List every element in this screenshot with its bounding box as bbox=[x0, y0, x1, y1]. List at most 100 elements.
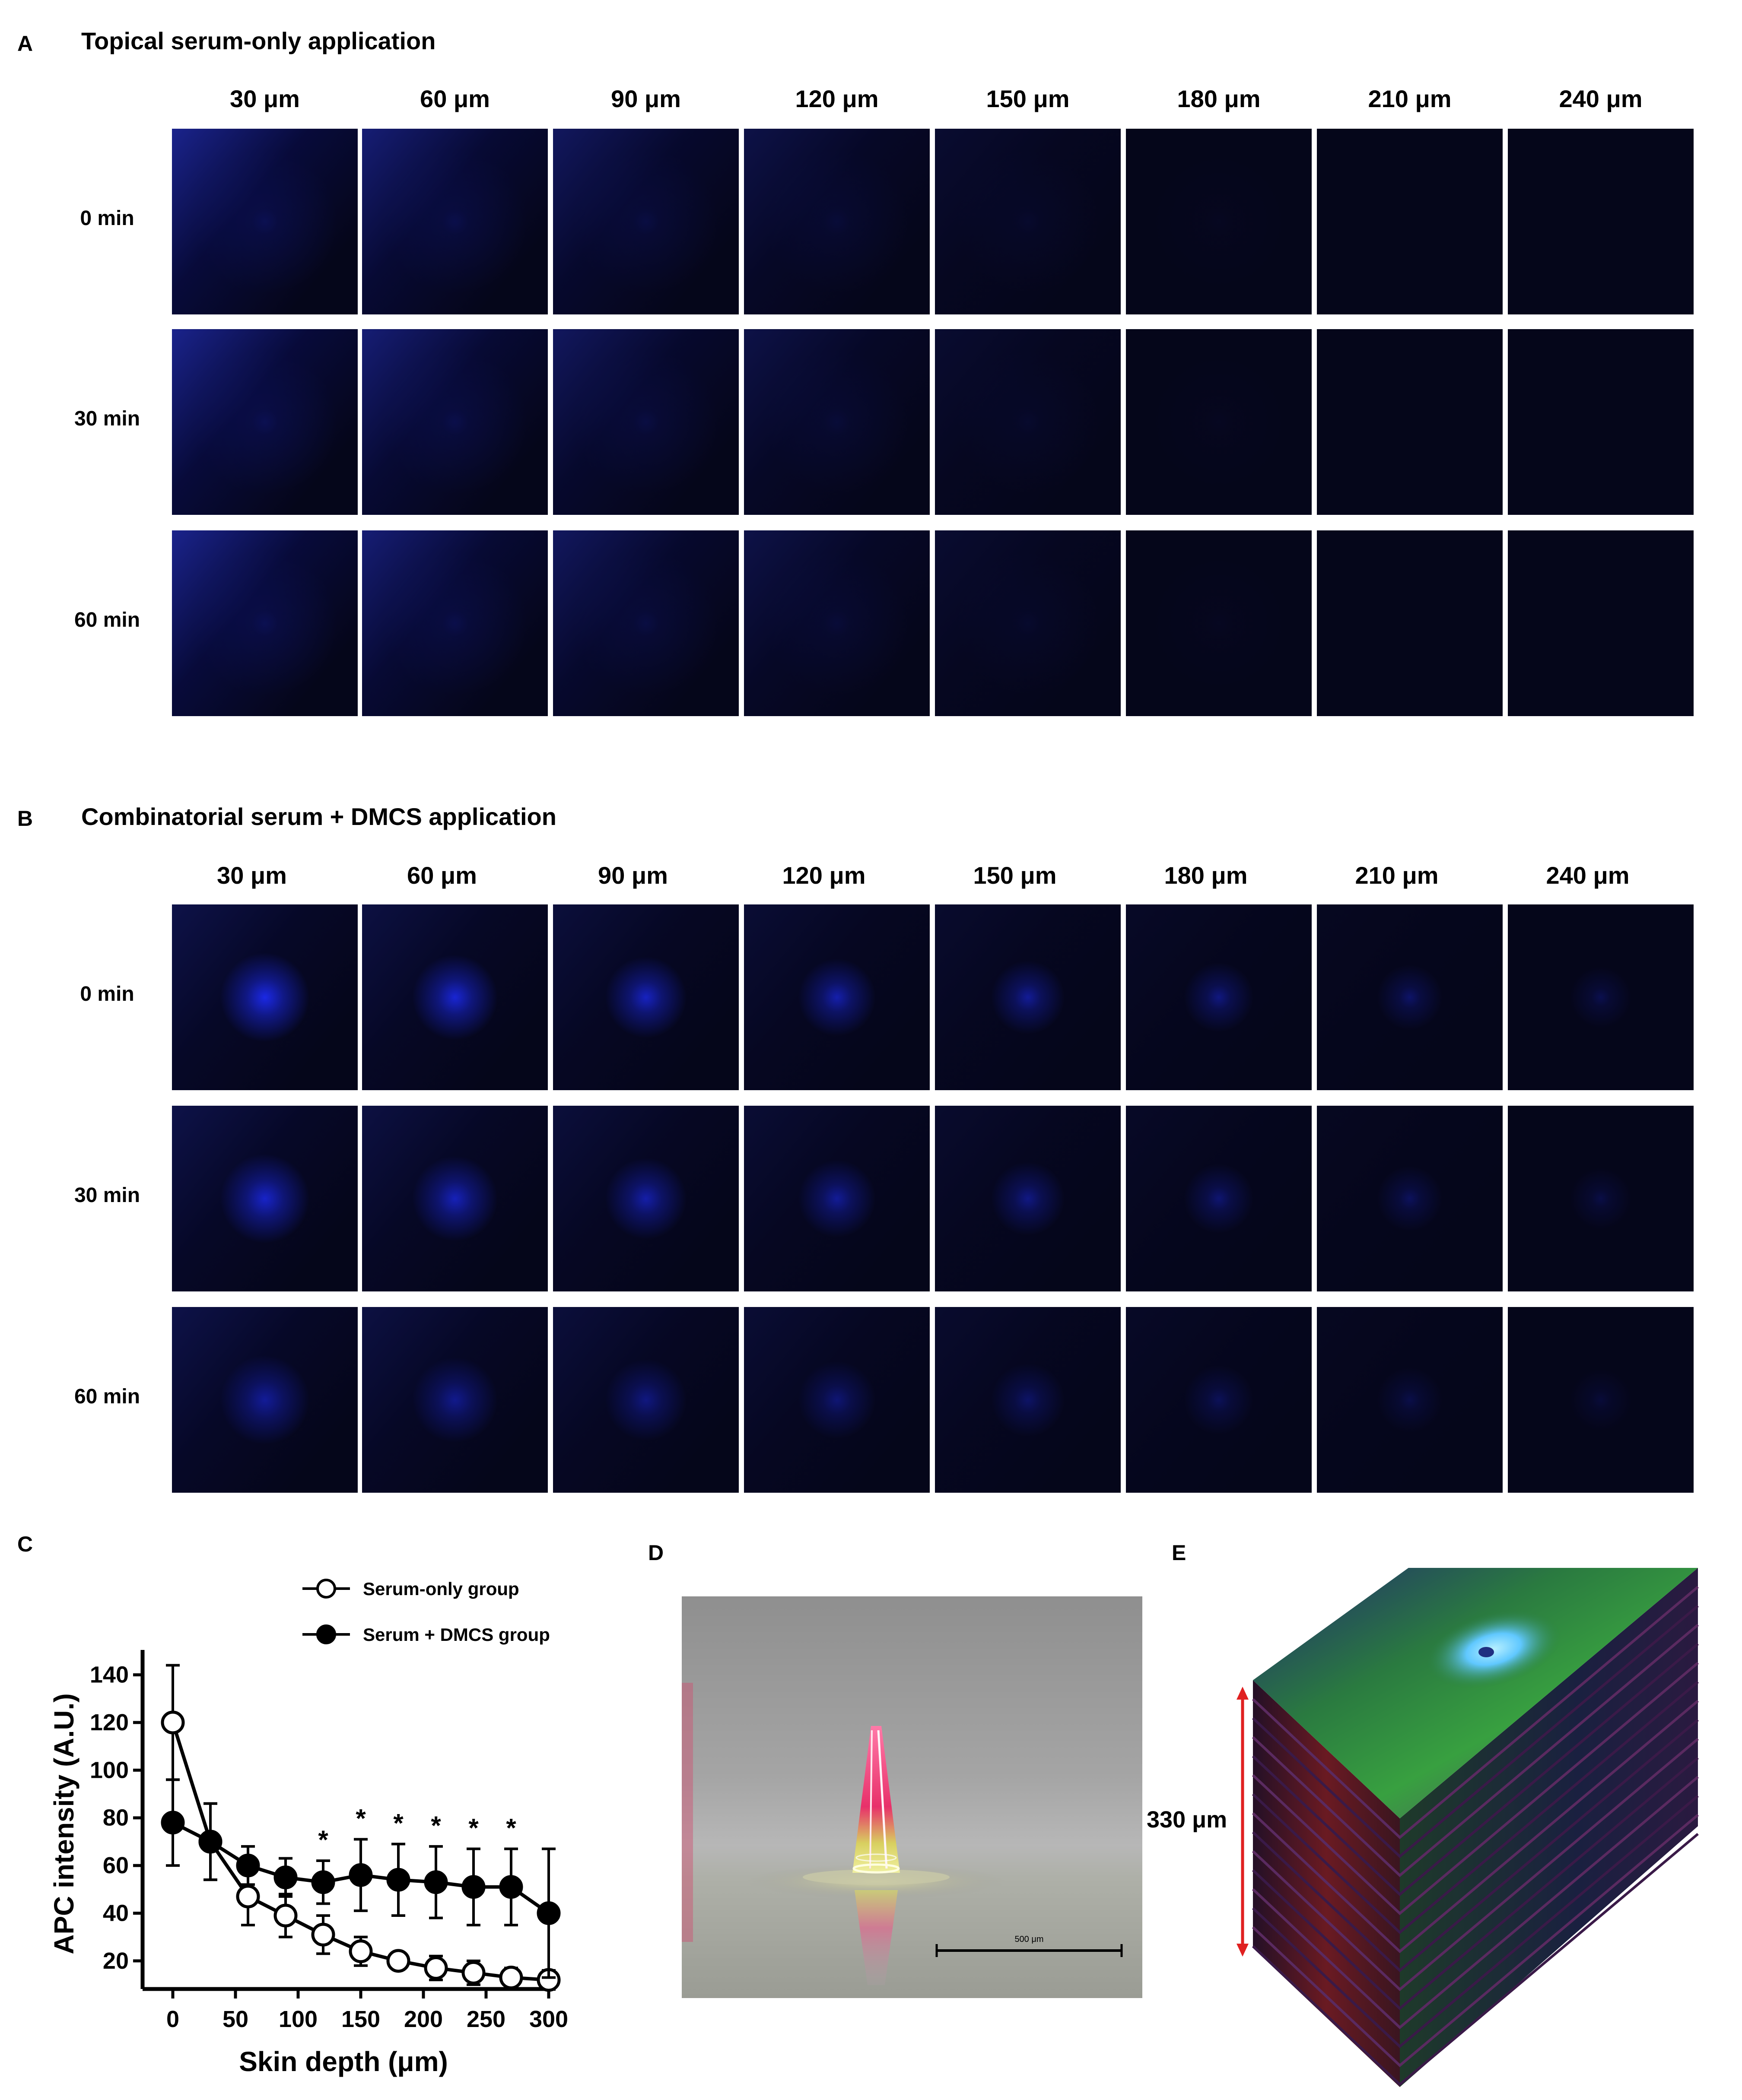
data-point bbox=[499, 1875, 523, 1899]
panel-b-micrograph bbox=[1126, 1106, 1312, 1291]
panel-e-letter: E bbox=[1172, 1541, 1186, 1565]
panel-b-depth-header: 210 μm bbox=[1355, 862, 1439, 889]
stack-layer-edges bbox=[1252, 1586, 1699, 2087]
panel-a-micrograph bbox=[172, 530, 358, 716]
panel-b-micrograph bbox=[744, 904, 930, 1090]
panel-a-micrograph bbox=[362, 530, 548, 716]
panel-b-depth-header: 60 μm bbox=[407, 862, 477, 889]
stack-layer-edge bbox=[1252, 1624, 1699, 1878]
edge-highlight bbox=[682, 1683, 693, 1942]
panel-a-micrograph bbox=[553, 329, 739, 515]
panel-a-micrograph bbox=[362, 329, 548, 515]
data-point bbox=[161, 1811, 185, 1835]
panel-b-micrograph bbox=[1508, 904, 1694, 1090]
microneedle-photo: 500 μm bbox=[682, 1596, 1142, 1998]
panel-a-depth-header: 30 μm bbox=[230, 85, 300, 112]
panel-b-micrograph bbox=[362, 1307, 548, 1493]
panel-a-micrograph bbox=[1317, 129, 1503, 314]
stack-layer-edge bbox=[1252, 1719, 1699, 1973]
data-point bbox=[198, 1830, 223, 1854]
data-point bbox=[386, 1868, 410, 1892]
panel-a-micrograph bbox=[1126, 129, 1312, 314]
stack-layer-edge bbox=[1252, 1662, 1699, 1916]
panel-a-micrograph bbox=[744, 530, 930, 716]
x-tick-label: 150 bbox=[341, 2006, 380, 2032]
panel-b-micrograph bbox=[1317, 904, 1503, 1090]
panel-b-title: Combinatorial serum + DMCS application bbox=[81, 803, 556, 830]
y-tick-label: 60 bbox=[103, 1853, 129, 1878]
stack-top-blue-cell bbox=[1398, 1598, 1592, 1711]
panel-a-time-label: 0 min bbox=[80, 207, 134, 230]
data-point bbox=[311, 1922, 335, 1947]
stack-layer-edge bbox=[1252, 1757, 1699, 2011]
data-point bbox=[349, 1863, 373, 1887]
panel-b-depth-header: 240 μm bbox=[1546, 862, 1630, 889]
panel-a-micrograph bbox=[935, 329, 1121, 515]
panel-b-micrograph bbox=[172, 1307, 358, 1493]
x-tick-label: 50 bbox=[223, 2006, 248, 2032]
stack-layer-edge bbox=[1252, 1605, 1699, 1859]
y-tick-label: 80 bbox=[103, 1805, 129, 1831]
data-point bbox=[424, 1870, 448, 1894]
panel-a-micrograph bbox=[1126, 530, 1312, 716]
panel-a-micrograph bbox=[744, 129, 930, 314]
panel-a-depth-header: 90 μm bbox=[611, 85, 681, 112]
panel-b-depth-header: 90 μm bbox=[598, 862, 668, 889]
panel-c-letter: C bbox=[17, 1532, 33, 1556]
microneedle-drawing: 500 μm bbox=[682, 1683, 1123, 1985]
y-axis-label: APC intensity (A.U.) bbox=[48, 1693, 79, 1954]
panel-a-micrograph bbox=[1508, 530, 1694, 716]
panel-a-micrograph bbox=[172, 329, 358, 515]
y-tick-label: 120 bbox=[90, 1710, 129, 1735]
panel-a-micrograph bbox=[553, 530, 739, 716]
panel-b-time-label: 0 min bbox=[80, 983, 134, 1006]
panel-a-depth-header: 180 μm bbox=[1177, 85, 1261, 112]
panel-a-micrograph bbox=[935, 530, 1121, 716]
stack-layer-edge bbox=[1252, 1776, 1699, 2030]
panel-b-micrograph bbox=[935, 1106, 1121, 1291]
y-tick-label: 20 bbox=[103, 1948, 129, 1974]
panel-a-depth-header: 120 μm bbox=[795, 85, 879, 112]
panel-b-depth-header: 150 μm bbox=[973, 862, 1057, 889]
panel-b-micrograph bbox=[1126, 1307, 1312, 1493]
panel-b-micrograph bbox=[1317, 1307, 1503, 1493]
panel-b-letter: B bbox=[17, 806, 33, 831]
panel-a-micrograph bbox=[1126, 329, 1312, 515]
y-tick-label: 100 bbox=[90, 1757, 129, 1783]
data-point bbox=[424, 1956, 448, 1980]
data-point bbox=[273, 1865, 298, 1890]
significance-star: * bbox=[468, 1813, 479, 1842]
scale-bar-label: 500 μm bbox=[1014, 1935, 1043, 1944]
significance-star: * bbox=[393, 1808, 404, 1837]
panel-b-micrograph bbox=[553, 1307, 739, 1493]
significance-star: * bbox=[506, 1813, 516, 1842]
apc-intensity-chart: 20 40 60 80 100 120 140 0 50 100 150 200 250 300 Skin … bbox=[48, 1579, 568, 2077]
panel-a-title: Topical serum-only application bbox=[81, 27, 436, 54]
x-tick-label: 100 bbox=[279, 2006, 318, 2032]
panel-a-micrograph bbox=[1317, 329, 1503, 515]
x-tick-label: 300 bbox=[529, 2006, 568, 2032]
x-tick-label: 200 bbox=[404, 2006, 443, 2032]
panel-b-micrograph bbox=[172, 904, 358, 1090]
x-tick-label: 250 bbox=[467, 2006, 505, 2032]
panel-a-depth-header: 60 μm bbox=[420, 85, 490, 112]
panel-b-time-label: 60 min bbox=[74, 1385, 140, 1408]
data-point bbox=[311, 1870, 335, 1894]
panel-b-depth-header: 120 μm bbox=[782, 862, 866, 889]
panel-b-micrograph bbox=[1508, 1307, 1694, 1493]
stack-layer-edge bbox=[1252, 1795, 1699, 2049]
panel-a-micrograph bbox=[1317, 530, 1503, 716]
y-tick-label: 140 bbox=[90, 1662, 129, 1688]
panel-a-depth-header: 240 μm bbox=[1559, 85, 1643, 112]
needle-base bbox=[803, 1869, 950, 1885]
panel-a-time-label: 30 min bbox=[74, 407, 140, 430]
legend-marker bbox=[316, 1579, 336, 1599]
panel-b-micrograph bbox=[362, 904, 548, 1090]
panel-b-micrograph bbox=[362, 1106, 548, 1291]
data-point bbox=[161, 1710, 185, 1735]
panel-b-micrograph bbox=[553, 904, 739, 1090]
stack-layer-edge bbox=[1252, 1586, 1699, 1840]
panel-b-micrograph bbox=[172, 1106, 358, 1291]
panel-a-micrograph bbox=[1508, 129, 1694, 314]
x-axis-label: Skin depth (μm) bbox=[239, 2046, 448, 2077]
